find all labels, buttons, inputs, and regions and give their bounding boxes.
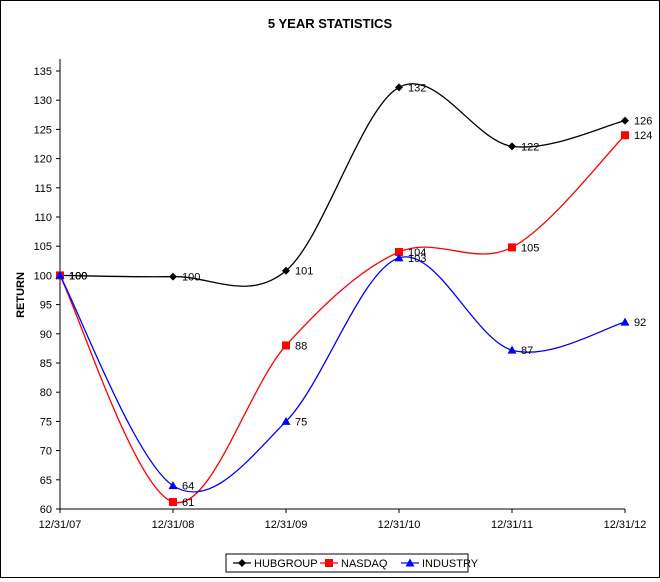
data-point [394, 253, 404, 262]
data-label: 124 [634, 130, 652, 142]
data-label: 101 [295, 266, 313, 278]
data-point [282, 341, 290, 350]
data-label: 100 [69, 270, 87, 282]
y-tick-label: 75 [40, 416, 52, 428]
legend-box [225, 553, 469, 573]
data-label: 92 [634, 317, 646, 329]
data-point [621, 116, 629, 125]
series-industry: 100 64 75 103 87 92 [55, 253, 646, 493]
x-tick-label: 12/31/12 [604, 519, 647, 531]
x-tick-label: 12/31/10 [378, 519, 421, 531]
legend-item-industry: INDUSTRY [401, 558, 479, 570]
legend-marker [325, 559, 333, 567]
x-tick-label: 12/31/07 [39, 519, 82, 531]
data-point [281, 416, 291, 425]
data-label: 64 [182, 481, 194, 493]
y-tick-label: 95 [40, 300, 52, 312]
data-label: 122 [521, 141, 539, 153]
legend-item-hubgroup: HUBGROUP [233, 558, 318, 570]
legend-label: INDUSTRY [422, 558, 479, 570]
x-axis-ticks: 12/31/07 12/31/08 12/31/09 12/31/10 12/31/11… [39, 509, 647, 531]
y-tick-label: 120 [34, 154, 52, 166]
data-label: 105 [521, 242, 539, 254]
axes [59, 59, 625, 510]
chart-title: 5 YEAR STATISTICS [268, 16, 393, 31]
data-point [168, 481, 178, 490]
data-point [169, 272, 177, 281]
y-tick-label: 105 [34, 241, 52, 253]
x-tick-label: 12/31/11 [491, 519, 533, 531]
legend-label: HUBGROUP [254, 558, 318, 570]
x-tick-label: 12/31/08 [152, 519, 195, 531]
data-point [282, 266, 290, 275]
data-label: 100 [182, 272, 200, 284]
data-label: 100 [69, 270, 87, 282]
series-line [59, 256, 626, 493]
x-tick-label: 12/31/09 [265, 519, 308, 531]
y-tick-label: 60 [40, 504, 52, 516]
data-label: 88 [295, 340, 307, 352]
data-label: 100 [69, 270, 87, 282]
data-point [395, 83, 403, 92]
y-tick-label: 115 [34, 183, 52, 195]
series-line [59, 134, 626, 504]
y-tick-label: 80 [40, 387, 52, 399]
data-point [55, 270, 65, 279]
y-tick-label: 100 [34, 270, 52, 282]
y-tick-label: 110 [34, 212, 52, 224]
data-point [620, 317, 630, 326]
data-point [621, 131, 629, 140]
data-label: 104 [408, 247, 426, 259]
legend: HUBGROUP NASDAQ INDUSTRY [225, 553, 479, 573]
y-tick-label: 135 [34, 66, 52, 78]
data-point [508, 243, 516, 252]
legend-marker [405, 558, 415, 567]
data-label: 75 [295, 416, 307, 428]
data-label: 103 [408, 253, 426, 265]
data-point [508, 142, 516, 151]
legend-label: NASDAQ [341, 558, 388, 570]
y-tick-label: 130 [34, 95, 52, 107]
legend-marker [238, 559, 246, 567]
data-label: 132 [408, 82, 426, 94]
y-tick-label: 65 [40, 475, 52, 487]
y-axis-label: RETURN [15, 272, 27, 318]
y-tick-label: 90 [40, 329, 52, 341]
y-tick-label: 70 [40, 446, 52, 458]
series-line [59, 83, 626, 287]
data-point [395, 248, 403, 257]
data-point [169, 497, 177, 506]
data-point [507, 345, 517, 354]
y-tick-label: 85 [40, 358, 52, 370]
series-hubgroup: 100 100 101 132 122 126 [56, 82, 652, 287]
y-tick-label: 125 [34, 124, 52, 136]
y-axis-ticks: 60 65 70 75 80 85 90 95 100 105 110 115 120 125 130 135 [34, 66, 60, 516]
data-label: 87 [521, 345, 533, 357]
data-label: 126 [634, 116, 652, 128]
legend-item-nasdaq: NASDAQ [320, 558, 388, 570]
data-label: 61 [182, 497, 194, 509]
